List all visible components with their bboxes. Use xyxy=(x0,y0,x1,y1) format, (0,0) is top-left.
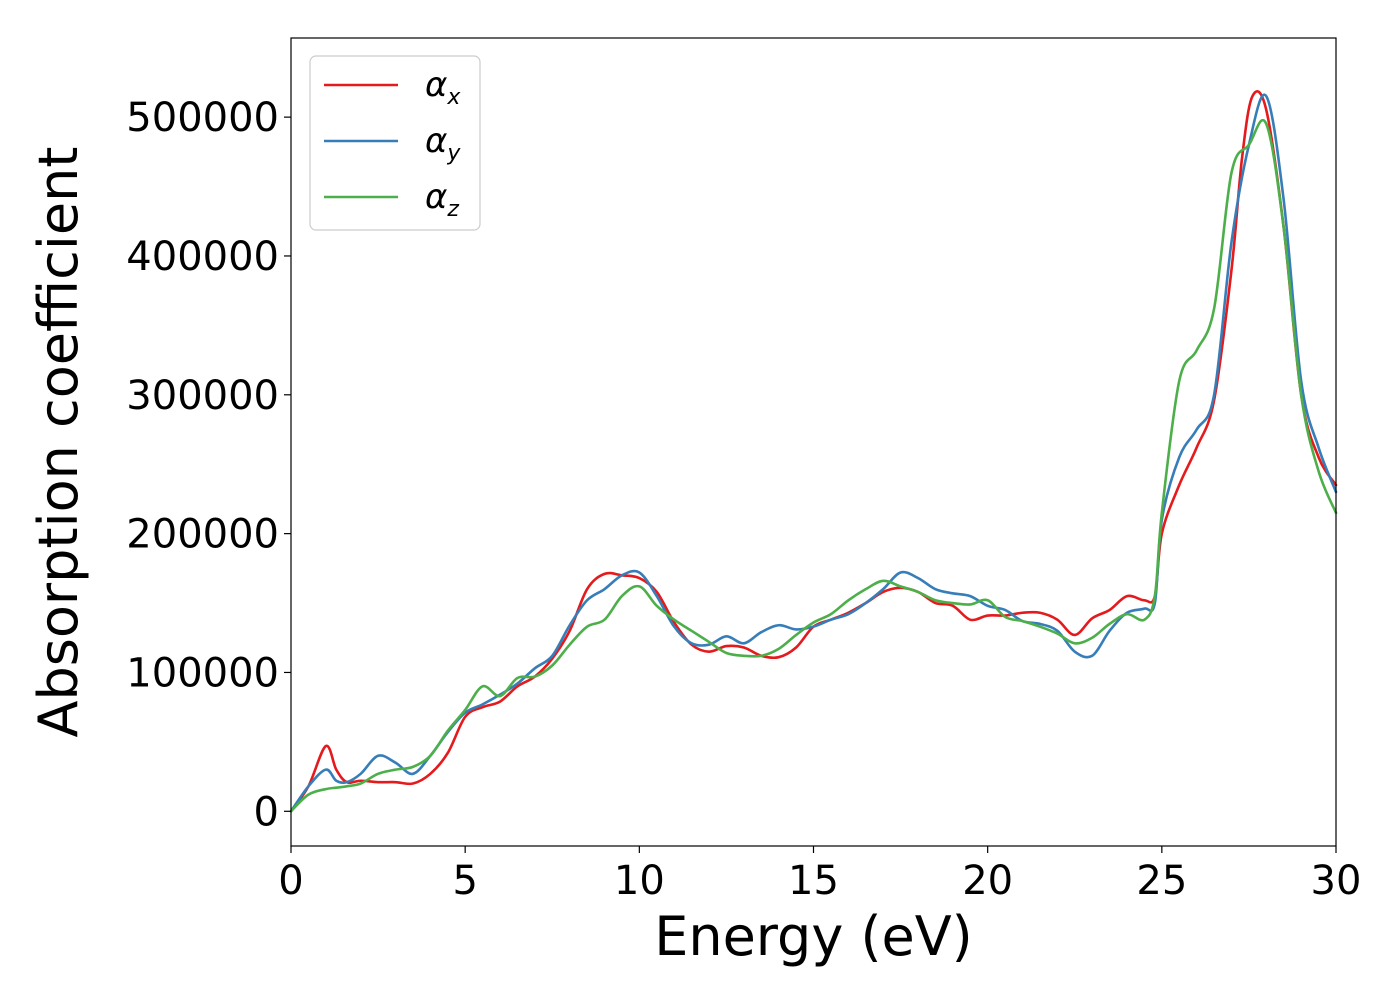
legend-subscript: x xyxy=(446,85,461,110)
x-tick-label: 0 xyxy=(278,858,303,904)
y-tick-label: 300000 xyxy=(126,373,279,419)
series-line-z xyxy=(289,119,1338,813)
x-tick-label: 25 xyxy=(1136,858,1187,904)
x-tick-label: 20 xyxy=(962,858,1013,904)
legend-symbol: α xyxy=(425,65,447,105)
legend-symbol: α xyxy=(425,121,447,161)
legend-symbol: α xyxy=(425,177,447,217)
y-tick-label: 400000 xyxy=(126,234,279,280)
x-tick-label: 30 xyxy=(1311,858,1362,904)
x-tick-label: 10 xyxy=(614,858,665,904)
legend-subscript: z xyxy=(446,197,459,222)
y-tick-label: 500000 xyxy=(126,95,279,141)
y-tick-label: 100000 xyxy=(126,650,279,696)
legend-subscript: y xyxy=(446,141,461,166)
y-tick-label: 200000 xyxy=(126,512,279,558)
x-axis-title: Energy (eV) xyxy=(654,905,973,968)
legend-label-y: αy xyxy=(425,121,461,166)
x-axis: 0 5 10 15 20 25 30 xyxy=(278,846,1361,904)
legend-box xyxy=(309,55,481,231)
y-axis: 0 100000 200000 300000 400000 500000 xyxy=(126,95,291,835)
series-layer xyxy=(289,90,1338,813)
x-tick-label: 5 xyxy=(452,858,477,904)
y-tick-label: 0 xyxy=(254,789,279,835)
legend-label-x: αx xyxy=(425,65,461,110)
x-tick-label: 15 xyxy=(788,858,839,904)
y-axis-title: Absorption coefficient xyxy=(27,147,90,738)
legend-label-z: αz xyxy=(425,177,459,222)
